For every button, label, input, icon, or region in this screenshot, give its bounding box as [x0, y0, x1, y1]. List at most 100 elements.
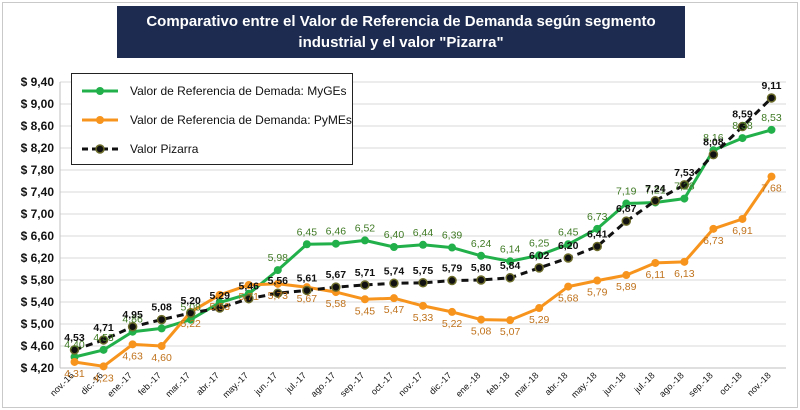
data-label-pizarra: 6,87 [616, 203, 637, 215]
data-point-mygs [302, 240, 311, 249]
data-label-pizarra: 5,29 [210, 290, 231, 302]
x-tick-label: ago.-17 [309, 370, 338, 399]
data-label-mygs: 6,14 [500, 243, 521, 255]
data-point-pymes [448, 307, 457, 316]
data-point-pizarra [534, 263, 544, 273]
data-point-pymes [157, 342, 166, 350]
legend-swatch-pymes [82, 116, 118, 124]
data-label-mygs: 6,25 [529, 237, 550, 249]
data-label-mygs: 6,40 [384, 229, 405, 241]
data-point-pizarra [214, 303, 225, 313]
data-label-pymes: 5,89 [616, 281, 637, 293]
chart-title-line-2: industrial y el valor "Pizarra" [298, 34, 504, 51]
x-tick-label: oct.-17 [369, 370, 396, 397]
data-label-pymes: 5,58 [326, 298, 347, 310]
x-tick-label: may.-18 [569, 370, 599, 400]
data-point-pizarra [505, 273, 515, 283]
data-label-pizarra: 4,53 [64, 332, 85, 344]
x-tick-label: ago.-18 [657, 370, 686, 399]
data-label-pizarra: 5,56 [268, 275, 289, 287]
data-label-pymes: 5,71 [239, 291, 260, 303]
data-point-mygs [419, 240, 427, 249]
data-label-pizarra: 6,02 [529, 250, 550, 262]
data-point-pizarra [766, 93, 777, 103]
data-label-pymes: 4,63 [122, 350, 143, 362]
x-tick-label: abr.-17 [194, 370, 221, 397]
data-point-pymes [651, 258, 660, 267]
x-tick-label: sep.-18 [687, 370, 715, 398]
data-label-mygs: 8,53 [761, 112, 782, 124]
data-label-pymes: 4,60 [151, 352, 172, 364]
data-label-pymes: 5,29 [529, 314, 550, 326]
y-tick-label: $ 5,00 [21, 317, 55, 331]
legend-swatch-mygs [82, 87, 118, 95]
data-label-pymes: 5,07 [500, 326, 521, 338]
data-label-pizarra: 5,74 [384, 265, 405, 277]
data-point-pizarra [302, 285, 312, 296]
y-tick-label: $ 8,60 [21, 119, 55, 133]
data-point-pizarra [679, 180, 690, 190]
data-label-mygs: 5,98 [268, 252, 289, 264]
x-tick-label: mar.-18 [512, 370, 541, 399]
y-tick-label: $ 7,00 [21, 207, 55, 221]
data-label-mygs: 8,16 [703, 132, 724, 144]
data-point-pymes [215, 290, 224, 299]
y-tick-label: $ 5,80 [21, 273, 55, 287]
data-label-mygs: 6,73 [587, 211, 608, 223]
data-label-mygs: 6,46 [326, 226, 347, 238]
data-point-pizarra [418, 278, 428, 288]
data-point-pizarra [127, 322, 138, 332]
data-point-pizarra [621, 216, 632, 226]
data-label-pymes: 6,91 [732, 225, 753, 237]
data-label-mygs: 7,21 [645, 184, 666, 196]
y-tick-label: $ 9,40 [21, 75, 55, 89]
data-point-pizarra [156, 314, 167, 325]
data-label-pymes: 5,73 [268, 290, 289, 302]
data-point-mygs [448, 243, 457, 252]
data-point-mygs [506, 257, 515, 266]
data-label-pymes: 5,45 [355, 305, 376, 317]
legend-item-mygs: Valor de Referencia de Demada: MyGEs [80, 80, 347, 102]
y-tick-label: $ 5,40 [21, 295, 55, 309]
data-label-mygs: 4,86 [122, 314, 143, 326]
data-point-pymes [99, 362, 108, 371]
data-point-mygs [767, 125, 776, 134]
data-label-pizarra: 4,71 [93, 322, 114, 334]
y-tick-label: $ 6,60 [21, 229, 55, 243]
x-tick-label: nov.-18 [745, 370, 773, 398]
y-tick-label: $ 6,20 [21, 251, 55, 265]
data-label-pizarra: 8,59 [732, 109, 753, 121]
data-point-pizarra [708, 149, 719, 160]
data-label-mygs: 4,40 [64, 339, 85, 351]
data-label-mygs: 6,52 [355, 222, 376, 234]
data-label-mygs: 7,19 [616, 186, 637, 198]
data-point-pizarra [360, 280, 370, 290]
x-tick-label: feb.-17 [136, 370, 163, 397]
chart-title-line-1: Comparativo entre el Valor de Referencia… [146, 13, 656, 30]
data-label-pizarra: 5,75 [413, 265, 434, 277]
data-point-pymes [535, 304, 544, 313]
chart-legend: Valor de Referencia de Demada: MyGEs Val… [71, 73, 353, 165]
x-tick-label: jun.-17 [252, 370, 279, 397]
data-point-mygs [157, 324, 166, 333]
data-point-mygs [564, 240, 573, 249]
data-point-pymes [767, 172, 776, 181]
data-label-pymes: 4,31 [64, 368, 85, 380]
data-label-pizarra: 5,80 [471, 262, 492, 274]
data-point-pymes [506, 316, 515, 325]
data-point-pymes [360, 295, 369, 304]
data-point-pymes [593, 276, 602, 285]
data-label-mygs: 7,28 [674, 181, 695, 193]
data-point-pizarra [389, 278, 399, 289]
legend-item-pymes: Valor de Referencia de Demanda: PyMEs [80, 109, 352, 131]
x-tick-label: jun.-18 [600, 370, 627, 397]
data-label-mygs: 6,24 [471, 238, 492, 250]
data-point-pymes [389, 294, 398, 303]
data-label-pizarra: 5,79 [442, 263, 463, 275]
data-point-pymes [128, 340, 137, 349]
data-label-pizarra: 5,71 [355, 267, 376, 279]
data-label-pizarra: 6,20 [558, 240, 579, 252]
data-point-pizarra [737, 121, 748, 132]
data-point-pizarra [273, 288, 283, 298]
